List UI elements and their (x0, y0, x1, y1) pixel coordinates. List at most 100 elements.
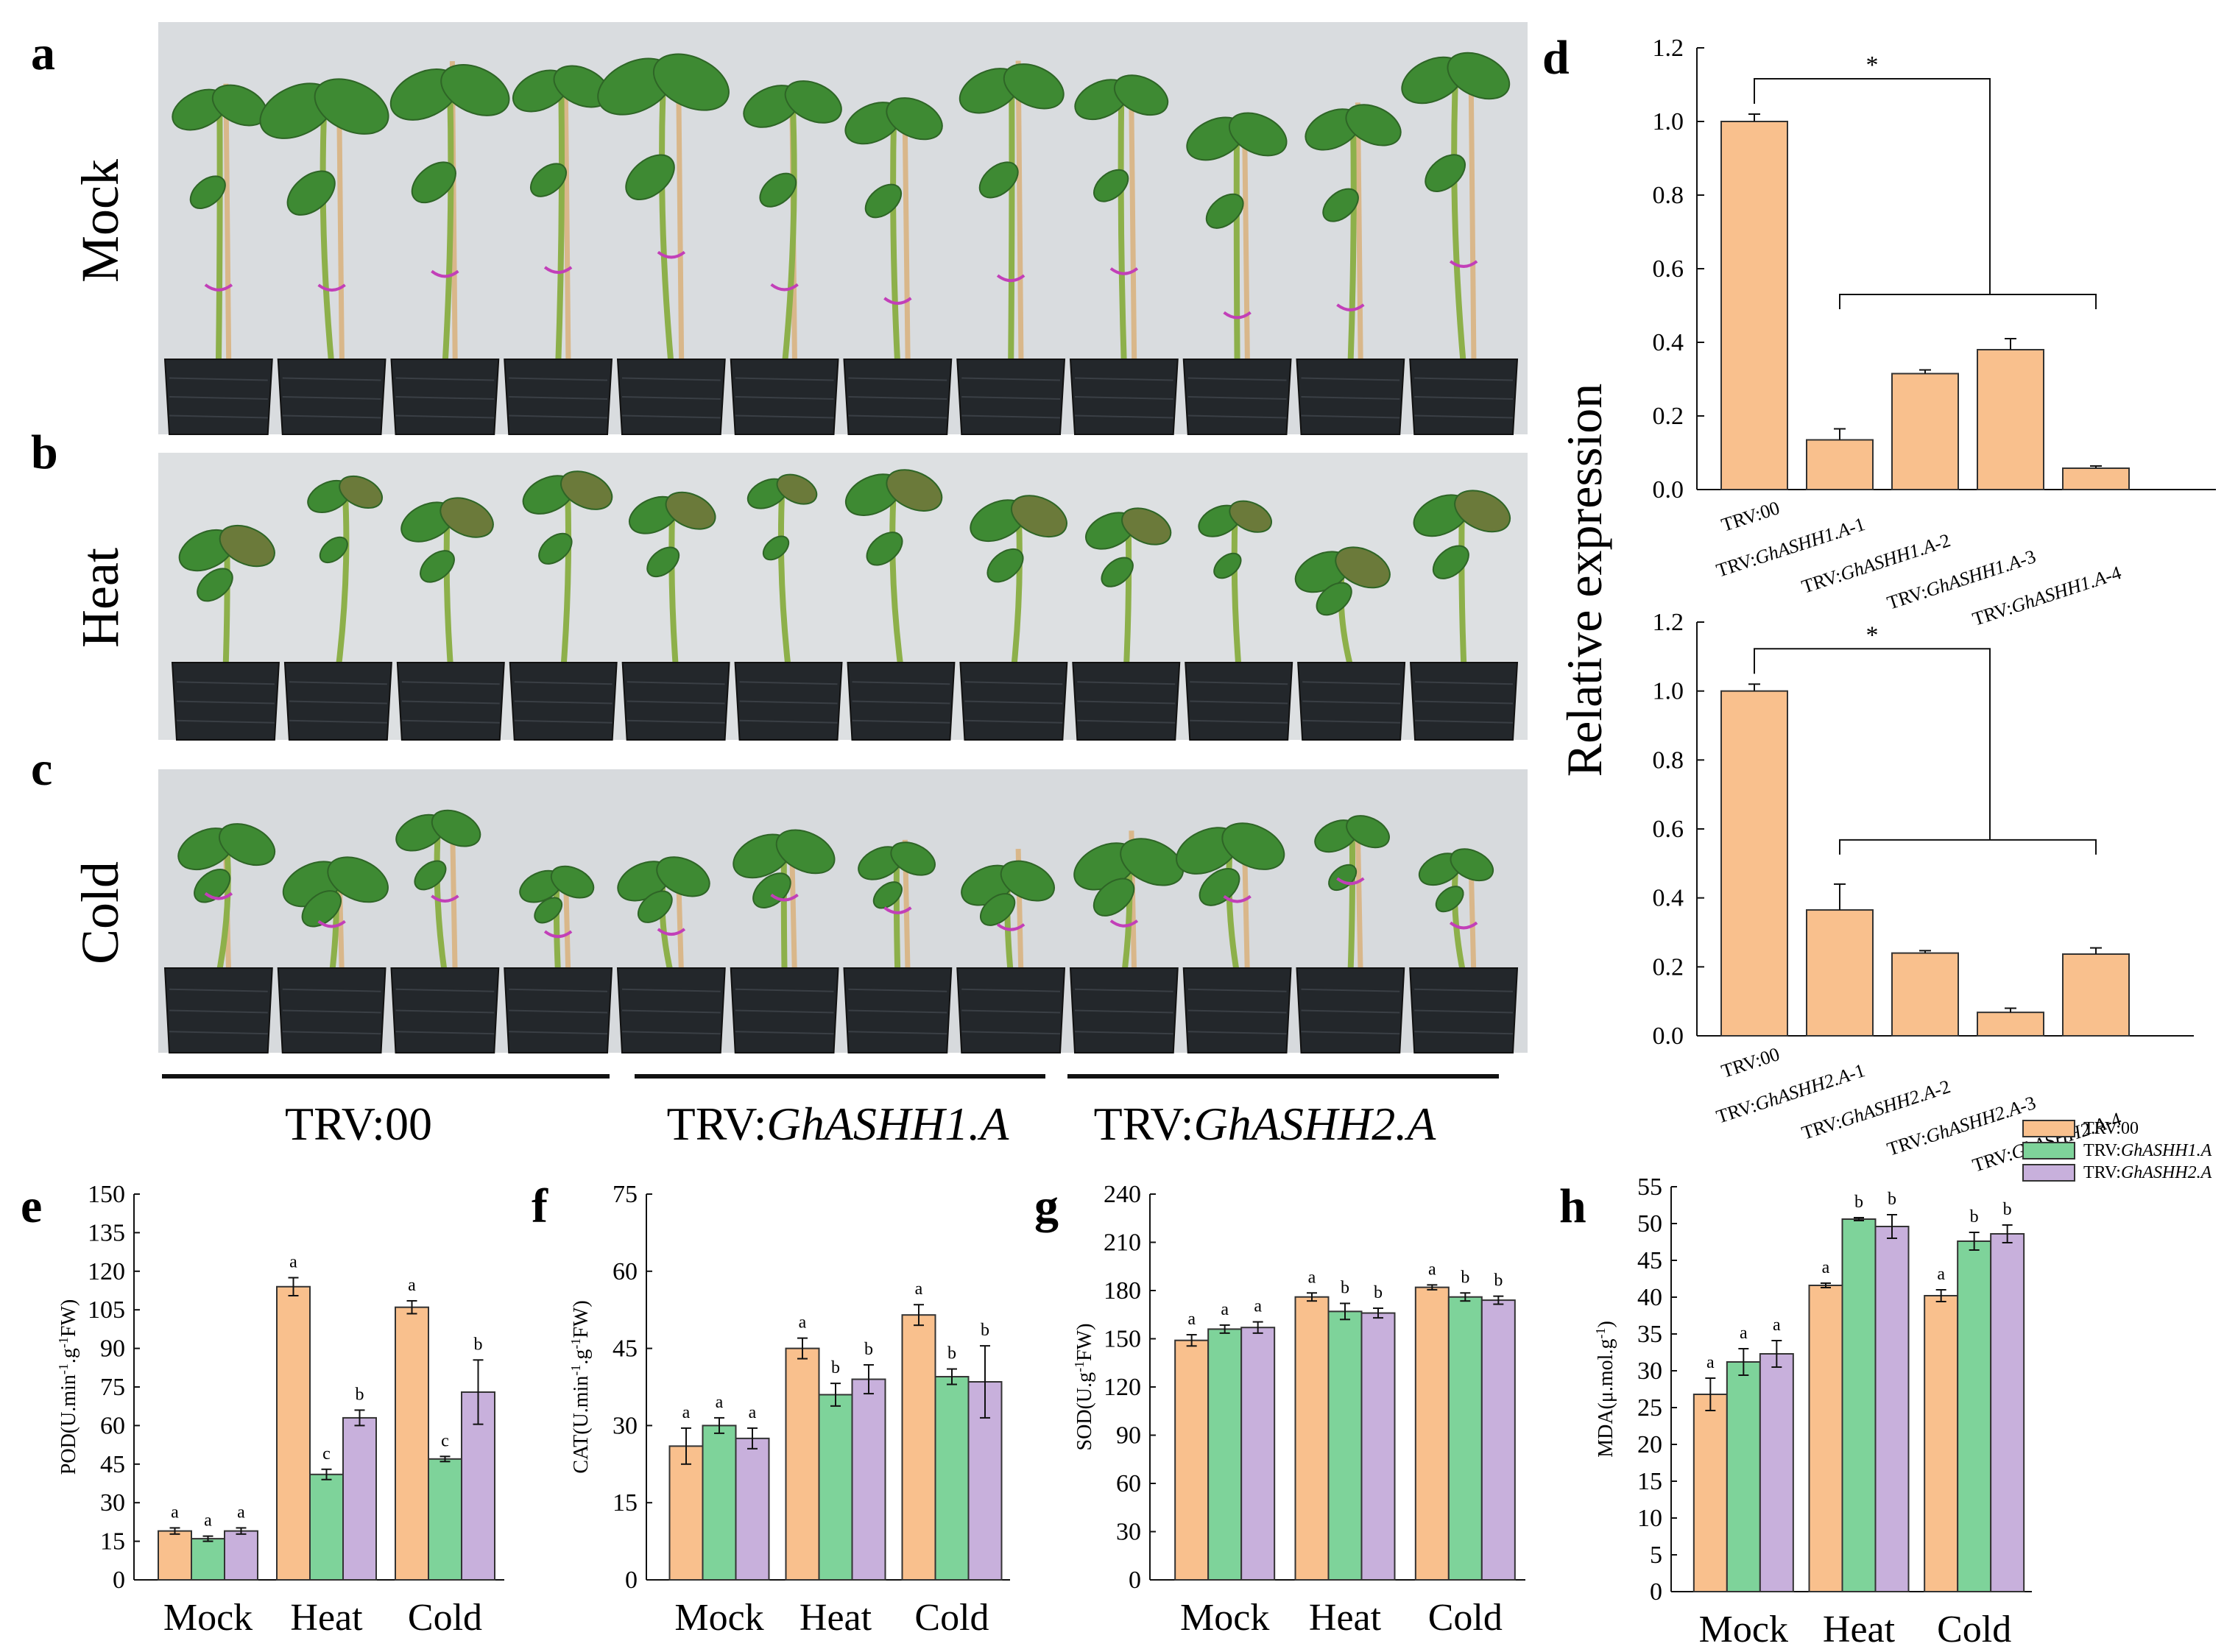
bar (1692, 1394, 1728, 1592)
leaf (762, 535, 790, 561)
legend-label-name: GhASHH2.A (2121, 1163, 2212, 1182)
chart-g: 0 30 60 90 120 150 180 210 240 SOD(U.g-1FW) Mock a a… (1072, 1181, 1525, 1639)
leaf (637, 890, 673, 923)
panel-letter-h: h (1559, 1179, 1586, 1233)
leaf (219, 823, 276, 866)
pot-fold (169, 1009, 268, 1014)
leaf (431, 809, 481, 847)
pot-fold (621, 1009, 721, 1014)
significance-letter: b (1494, 1271, 1503, 1291)
leaf (1335, 546, 1391, 589)
stem (555, 83, 565, 367)
bar (1174, 1339, 1210, 1581)
legend-swatch (2022, 1120, 2075, 1137)
bar (785, 1347, 820, 1581)
pot-fold (176, 700, 275, 705)
y-axis-label-part: .g (570, 1349, 593, 1365)
bar (818, 1394, 853, 1581)
significance-letter: b (1970, 1207, 1979, 1226)
y-tick-label: 5 (1650, 1542, 1662, 1569)
legend-label-prefix: TRV: (2083, 1163, 2121, 1182)
significance-letter: b (831, 1358, 840, 1377)
leaf (319, 536, 348, 564)
pot-fold (1301, 396, 1400, 400)
pot-fold (1301, 377, 1400, 381)
significance-letter: a (1706, 1353, 1715, 1372)
tie (657, 928, 686, 936)
pot-fold (169, 396, 268, 400)
significance-letter: c (441, 1431, 449, 1450)
y-tick-label: 0.0 (1653, 1023, 1684, 1050)
pot-fold (735, 1031, 834, 1035)
y-tick-label: 45 (1637, 1247, 1662, 1274)
pot-fold (169, 414, 268, 419)
y-tick-label: 0 (1650, 1578, 1662, 1606)
tie (1336, 303, 1365, 311)
stake (1015, 60, 1024, 375)
pot-fold (735, 414, 834, 419)
chart-d-bottom: 0.00.20.40.60.81.01.2TRV:00TRV:GhASHH2.A… (1653, 609, 2194, 1176)
leaf (440, 497, 494, 538)
significance-letter: b (356, 1385, 364, 1404)
y-tick-label: 45 (100, 1451, 125, 1478)
stem (1458, 508, 1467, 671)
x-category-label: Heat (1309, 1597, 1382, 1639)
legend-swatch (2022, 1142, 2075, 1159)
stake (223, 83, 232, 375)
pot-fold (395, 1031, 495, 1035)
pot-fold (169, 1031, 268, 1035)
x-category-label: Heat (799, 1597, 872, 1639)
significance-letter: a (171, 1503, 179, 1522)
pot-fold (961, 1031, 1061, 1035)
stem (659, 79, 674, 367)
y-axis-label-part: -1 (1593, 1328, 1608, 1339)
bar (1990, 1233, 2025, 1592)
leaf (1435, 886, 1464, 913)
y-tick-label: 55 (1637, 1173, 1662, 1201)
group-label-ashh1: TRV:GhASHH1.A (667, 1098, 1010, 1150)
pot-fold (1187, 377, 1287, 381)
x-tick-label: TRV:00 (1719, 497, 1782, 536)
chart-f: 01530456075CAT(U.min-1.g-1FW)MockaaaHeat… (568, 1181, 1010, 1639)
tie (996, 274, 1026, 283)
leaf (1221, 822, 1285, 870)
pot-fold (626, 681, 725, 685)
stem (1233, 131, 1240, 367)
pot-fold (1301, 1031, 1400, 1035)
pot-fold (509, 1009, 608, 1014)
y-tick-label: 30 (613, 1412, 638, 1439)
pot-fold (1414, 1009, 1514, 1014)
legend-label-prefix: TRV: (2083, 1141, 2121, 1160)
y-tick-label: 30 (100, 1489, 125, 1517)
significance-letter: a (1221, 1300, 1229, 1319)
bar (1726, 1361, 1761, 1592)
stem (442, 87, 454, 367)
y-tick-label: 50 (1637, 1210, 1662, 1238)
pot-fold (1187, 396, 1287, 400)
pot-fold (1074, 414, 1173, 419)
y-tick-label: 20 (1637, 1431, 1662, 1458)
y-tick-label: 150 (88, 1181, 125, 1208)
pot-fold (509, 414, 608, 419)
tie (1109, 919, 1139, 928)
stem (893, 855, 901, 976)
leaf (194, 868, 231, 903)
significance-letter: a (1822, 1258, 1830, 1277)
leaf (1454, 490, 1511, 533)
bracket-control (1754, 648, 1991, 840)
photo-panel-a: a Mock (31, 22, 1528, 435)
legend-label-name: 00 (2121, 1119, 2139, 1138)
y-tick-label: 60 (1116, 1470, 1141, 1497)
pot-fold (514, 700, 613, 705)
chart-h: 0 5 10 15 20 25 30 35 40 45 50 55 MDA(μ.mol.g-1) Mock… (1593, 1173, 2032, 1651)
tie (431, 269, 459, 278)
pot-fold (509, 377, 608, 381)
leaf (890, 841, 936, 876)
stem (781, 99, 797, 367)
stem (777, 486, 792, 671)
x-tick-label-name: GhASHH1.A (1923, 551, 2023, 601)
y-axis-label-part: MDA(μ.mol.g (1595, 1339, 1617, 1458)
significance-letter: a (237, 1503, 245, 1522)
panel-letter-f: f (532, 1179, 548, 1233)
significance-letter: a (289, 1253, 297, 1272)
